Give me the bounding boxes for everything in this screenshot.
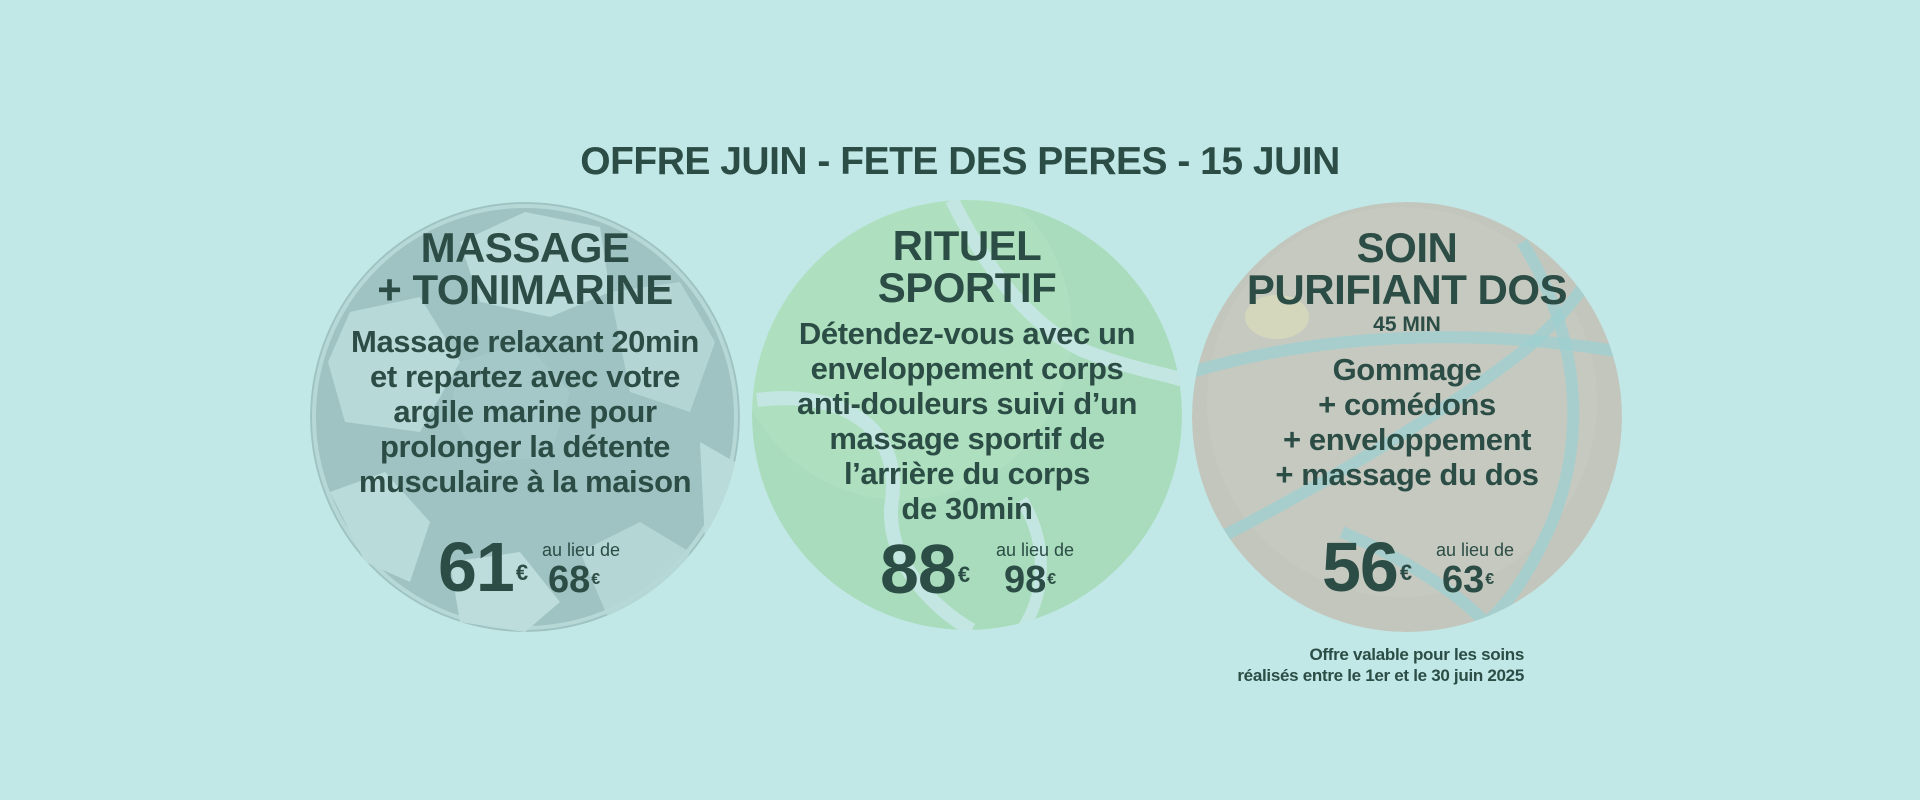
old-price-value: 68 [548,559,591,601]
offer-price: 88€ [880,534,970,604]
old-price: 68€ [548,560,600,600]
offer-card-massage: MASSAGE + TONIMARINE Massage relaxant 20… [310,202,740,632]
offer-title-line2: + TONIMARINE [377,266,673,313]
instead-label: au lieu de [996,540,1075,560]
offer-card-soin: SOIN PURIFIANT DOS 45 MIN Gommage + comé… [1192,202,1622,632]
old-price-value: 63 [1442,559,1485,601]
offer-description-line: Massage relaxant 20min [351,324,699,359]
old-price-currency: € [1047,571,1057,588]
offer-title-line1: SOIN [1356,224,1458,271]
offer-description-line: de 30min [901,491,1033,526]
price-currency: € [515,560,528,585]
old-price: 98€ [1004,560,1056,600]
price-value: 88 [880,530,957,608]
old-price-currency: € [591,571,601,588]
offer-validity-note: Offre valable pour les soins réalisés en… [1170,644,1524,686]
footnote-line2: réalisés entre le 1er et le 30 juin 2025 [1237,666,1524,685]
offer-description-line: Détendez-vous avec un [798,316,1136,351]
page-title: OFFRE JUIN - FETE DES PERES - 15 JUIN [580,140,1340,183]
offer-description-line: argile marine pour [393,394,657,429]
offer-description-line: anti-douleurs suivi d’un [796,386,1138,421]
instead-label: au lieu de [542,540,621,560]
old-price-value: 98 [1004,559,1047,601]
price-value: 56 [1322,528,1399,606]
offer-description-line: musculaire à la maison [358,464,692,499]
footnote-line1: Offre valable pour les soins [1309,645,1524,664]
offer-card-rituel: RITUEL SPORTIF Détendez-vous avec un env… [752,200,1182,630]
offer-description-line: + massage du dos [1275,457,1539,492]
offer-price: 56€ [1322,532,1412,602]
offer-description-line: l’arrière du corps [843,456,1091,491]
offer-description-line: prolonger la détente [380,429,670,464]
offer-title-line2: SPORTIF [877,264,1057,311]
offer-price: 61€ [438,532,528,602]
price-currency: € [1399,560,1412,585]
offer-description-line: Gommage [1332,352,1482,387]
price-value: 61 [438,528,515,606]
tennis-ball-icon [752,200,1182,630]
soccer-ball-icon [310,202,740,632]
offer-description-line: + enveloppement [1282,422,1532,457]
offer-title-line2: PURIFIANT DOS [1246,266,1568,313]
offer-description-line: et repartez avec votre [370,359,680,394]
old-price: 63€ [1442,560,1494,600]
offer-title-line1: RITUEL [892,222,1042,269]
price-currency: € [957,562,970,587]
basketball-icon [1192,202,1622,632]
offer-subtitle: 45 MIN [1373,313,1441,336]
offer-description-line: enveloppement corps [810,351,1124,386]
old-price-currency: € [1485,571,1495,588]
offer-title-line1: MASSAGE [420,224,630,271]
offer-description-line: + comédons [1318,387,1496,422]
offer-description-line: massage sportif de [829,421,1105,456]
instead-label: au lieu de [1436,540,1515,560]
